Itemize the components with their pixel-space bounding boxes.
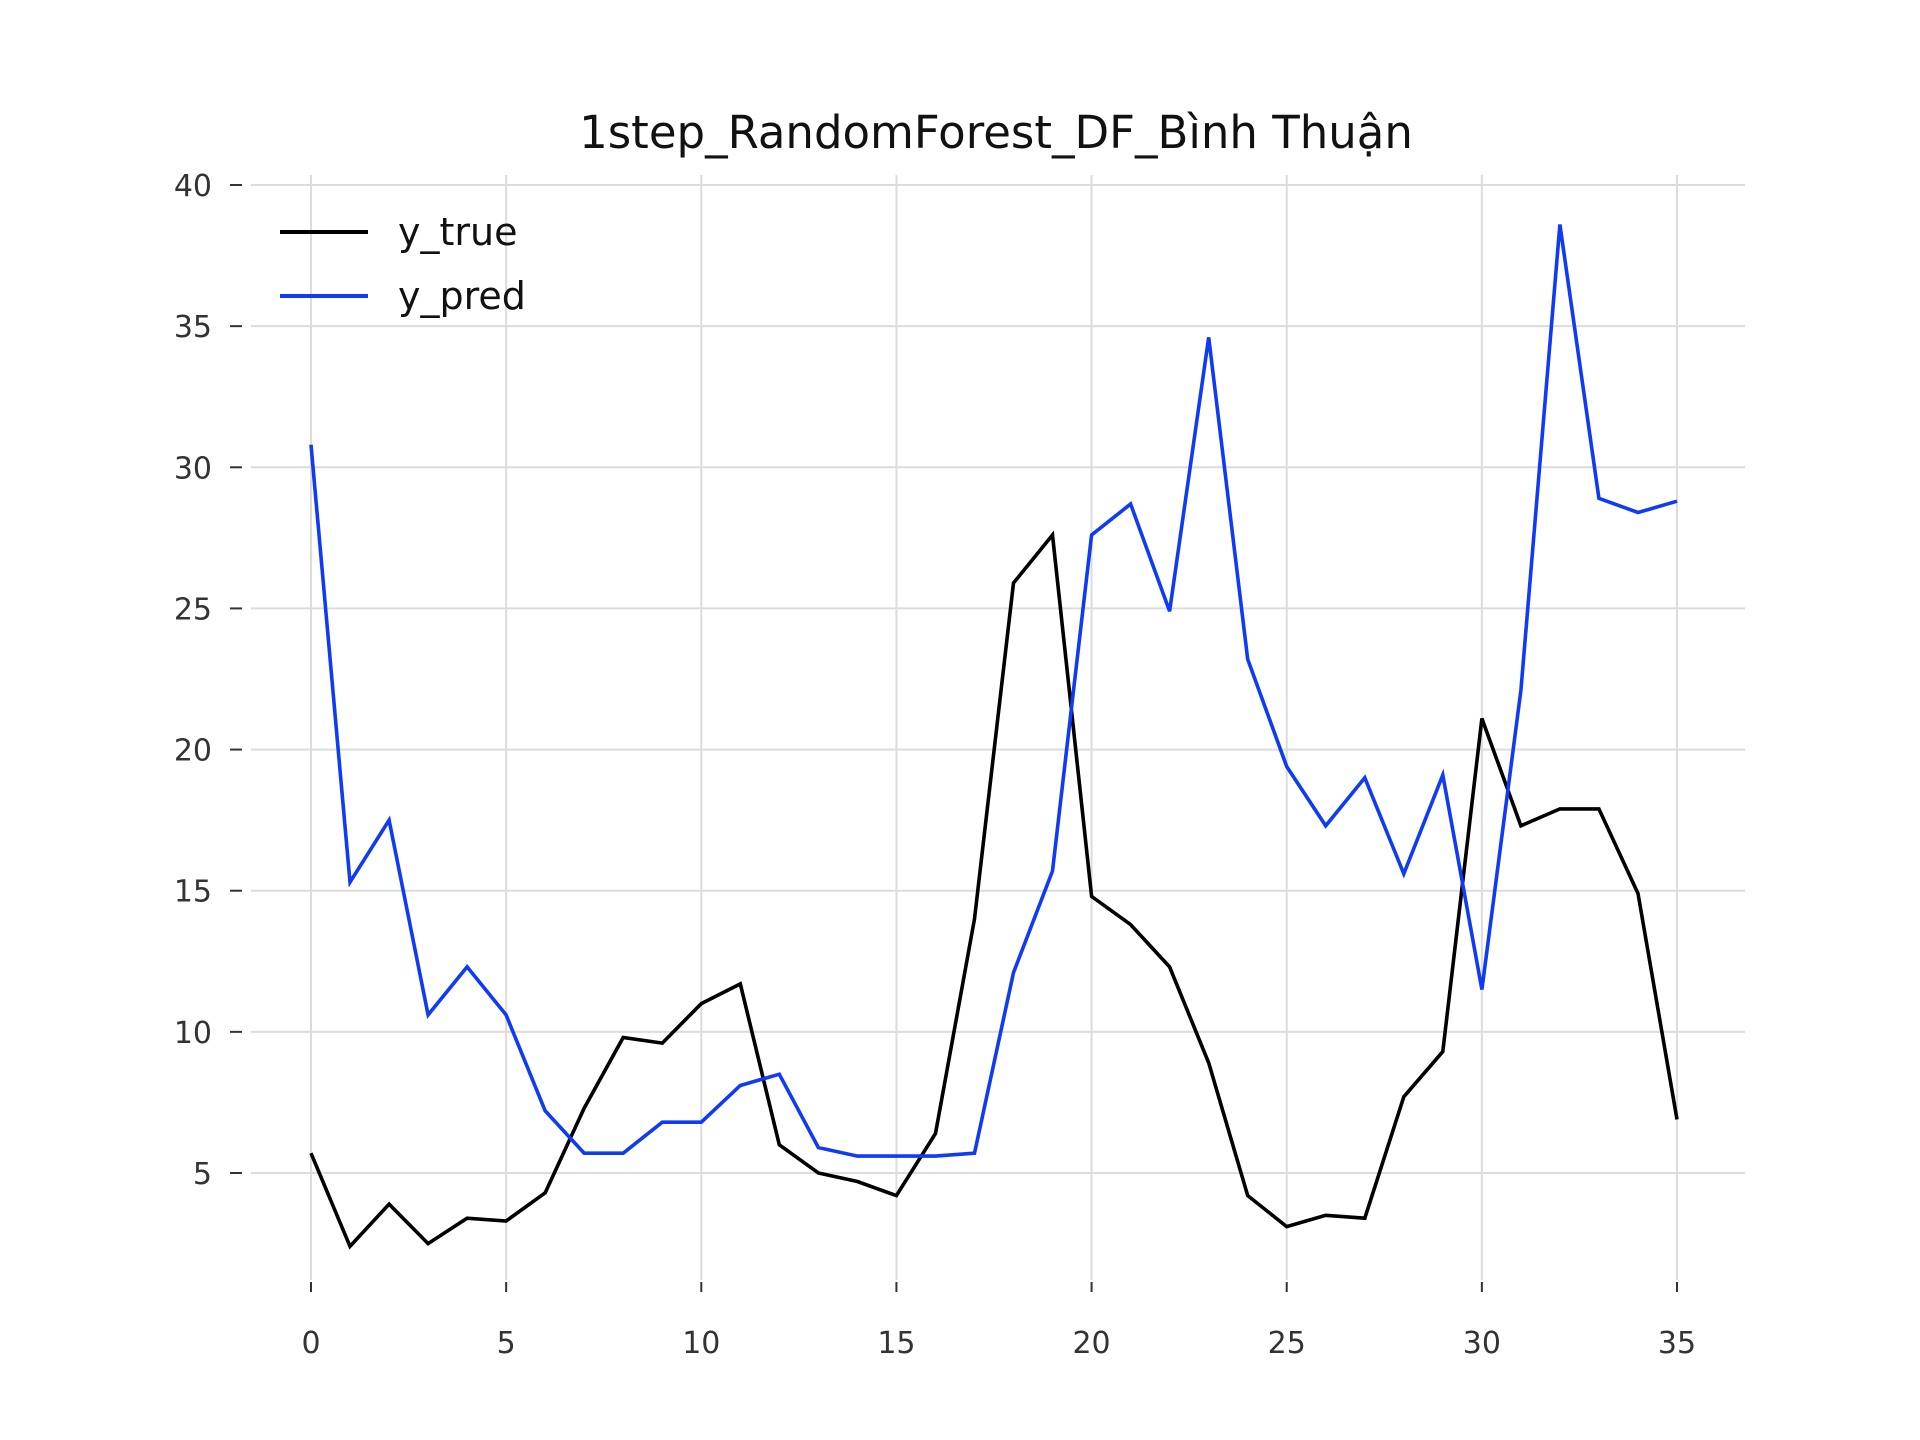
x-tick-label: 15 (877, 1326, 915, 1361)
y-tick-label: 10 (174, 1016, 212, 1051)
x-tick-label: 20 (1072, 1326, 1110, 1361)
series-line-y_true (309, 530, 1679, 1250)
legend-label-y_true: y_true (398, 210, 517, 254)
y-tick-label: 25 (174, 592, 212, 627)
x-tick-label: 30 (1463, 1326, 1501, 1361)
x-axis-ticks: 0 5 10 15 20 25 30 35 (301, 1282, 1696, 1361)
series-line-y_pred (309, 224, 1678, 1158)
chart-title: 1step_RandomForest_DF_Bình Thuận (579, 106, 1413, 159)
x-tick-label: 5 (497, 1326, 516, 1361)
legend-label-y_pred: y_pred (398, 274, 526, 318)
y-axis-ticks: 5 10 15 20 25 30 35 40 (174, 169, 242, 1192)
y-tick-label: 20 (174, 734, 212, 769)
gridlines (251, 175, 1745, 1280)
y-tick-label: 5 (193, 1157, 212, 1192)
x-tick-label: 0 (301, 1326, 320, 1361)
x-tick-label: 10 (682, 1326, 720, 1361)
x-tick-label: 35 (1658, 1326, 1696, 1361)
y-tick-label: 40 (174, 169, 212, 204)
legend: y_true y_pred (280, 210, 526, 318)
y-tick-label: 15 (174, 875, 212, 910)
y-tick-label: 30 (174, 451, 212, 486)
series-lines (309, 224, 1679, 1250)
x-tick-label: 25 (1268, 1326, 1306, 1361)
y-tick-label: 35 (174, 310, 212, 345)
